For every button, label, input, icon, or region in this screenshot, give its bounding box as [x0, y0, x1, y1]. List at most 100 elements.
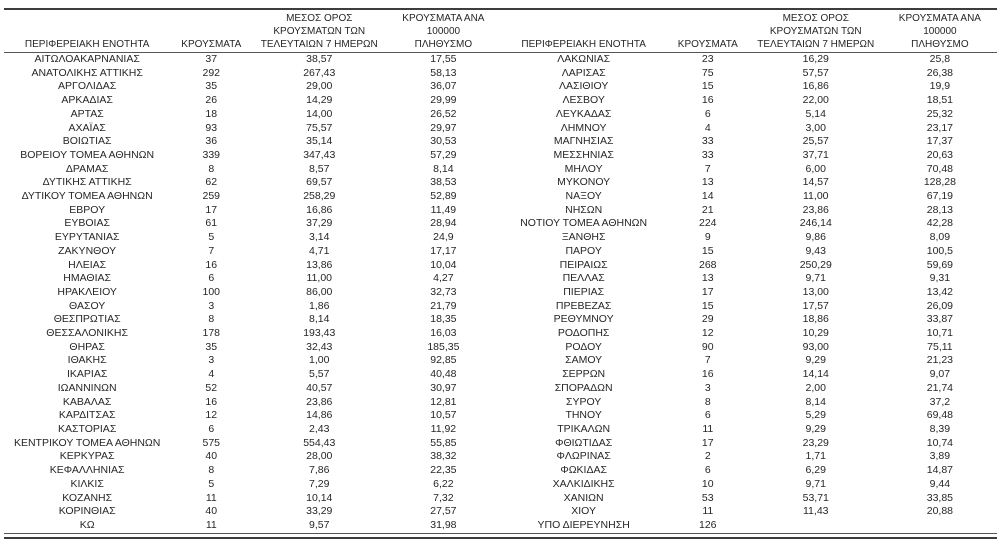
per100k-cell: 185,35 — [427, 340, 460, 353]
avg7-cell: 5,29 — [805, 409, 826, 422]
region-cell: ΧΑΛΚΙΔΙΚΗΣ — [552, 477, 615, 490]
region-cell: ΑΡΚΑΔΙΑΣ — [61, 94, 113, 107]
region-cell: ΜΥΚΟΝΟΥ — [557, 176, 611, 189]
per100k-cell: 25,32 — [926, 107, 954, 120]
cases-cell: 12 — [205, 409, 218, 422]
per100k-cell: 29,97 — [430, 121, 457, 134]
per100k-cell: 14,87 — [926, 464, 954, 477]
cases-cell: 5 — [208, 231, 215, 244]
avg7-cell: 246,14 — [799, 217, 832, 230]
cases-cell: 8 — [208, 464, 215, 477]
avg7-cell: 8,14 — [309, 313, 330, 326]
table-row: ΜΑΓΝΗΣΙΑΣ 33 25,57 17,37 — [501, 135, 998, 149]
cases-cell: 29 — [701, 313, 714, 326]
avg7-cell: 7,29 — [309, 477, 330, 490]
per100k-cell: 9,44 — [929, 477, 951, 490]
region-cell: ΠΕΛΛΑΣ — [562, 272, 605, 285]
avg7-cell: 2,43 — [309, 422, 330, 435]
table-row: ΧΑΛΚΙΔΙΚΗΣ 10 9,71 9,44 — [501, 478, 998, 492]
per100k-cell — [883, 519, 997, 533]
table-row: ΚΑΡΔΙΤΣΑΣ 12 14,86 10,57 — [4, 409, 501, 423]
per100k-cell: 6,22 — [433, 477, 454, 490]
table-header-right: ΠΕΡΙΦΕΡΕΙΑΚΗ ΕΝΟΤΗΤΑ ΚΡΟΥΣΜΑΤΑ ΜΕΣΟΣ ΟΡΟ… — [500, 10, 997, 53]
avg7-cell: 1,86 — [309, 299, 330, 312]
table-row: ΚΑΒΑΛΑΣ 16 23,86 12,81 — [4, 396, 501, 410]
per100k-cell: 92,85 — [430, 354, 457, 367]
table-row: ΗΡΑΚΛΕΙΟΥ 100 86,00 32,73 — [4, 286, 501, 300]
per100k-cell: 33,87 — [926, 313, 954, 326]
avg7-cell: 22,00 — [802, 94, 829, 107]
cases-cell: 3 — [208, 299, 215, 312]
table-row: ΕΥΡΥΤΑΝΙΑΣ 5 3,14 24,9 — [4, 231, 501, 245]
cases-cell: 15 — [701, 244, 714, 257]
per100k-cell: 26,52 — [430, 107, 457, 120]
cases-cell: 11 — [702, 422, 714, 435]
avg7-cell: 6,00 — [805, 162, 826, 175]
region-cell: ΠΡΕΒΕΖΑΣ — [555, 299, 612, 312]
region-cell: ΚΑΡΔΙΤΣΑΣ — [58, 409, 116, 422]
header-avg7: ΜΕΣΟΣ ΟΡΟΣ ΚΡΟΥΣΜΑΤΩΝ ΤΩΝ ΤΕΛΕΥΤΑΙΩΝ 7 Η… — [252, 10, 387, 53]
per100k-cell: 7,32 — [433, 491, 454, 504]
region-cell: ΤΡΙΚΑΛΩΝ — [557, 422, 611, 435]
avg7-cell: 3,00 — [805, 121, 826, 134]
avg7-cell: 14,57 — [802, 176, 829, 189]
per100k-cell: 8,39 — [929, 422, 951, 435]
cases-cell: 6 — [704, 464, 711, 477]
region-cell: ΜΑΓΝΗΣΙΑΣ — [553, 135, 614, 148]
table-row: ΡΕΘΥΜΝΟΥ 29 18,86 33,87 — [501, 313, 998, 327]
avg7-cell: 8,57 — [309, 162, 330, 175]
per100k-cell: 9,07 — [929, 368, 951, 381]
table-row: ΘΑΣΟΥ 3 1,86 21,79 — [4, 300, 501, 314]
per100k-cell: 42,28 — [926, 217, 954, 230]
avg7-cell: 7,86 — [309, 464, 330, 477]
per100k-cell: 20,63 — [926, 148, 954, 161]
cases-cell: 100 — [202, 285, 221, 298]
region-cell: ΚΟΖΑΝΗΣ — [62, 491, 113, 504]
region-cell: ΒΟΡΕΙΟΥ ΤΟΜΕΑ ΑΘΗΝΩΝ — [20, 148, 155, 161]
region-cell: ΠΑΡΟΥ — [565, 244, 602, 257]
per100k-cell: 29,99 — [430, 94, 457, 107]
avg7-cell: 9,29 — [805, 422, 826, 435]
cases-cell: 33 — [701, 148, 714, 161]
per100k-cell: 17,17 — [430, 244, 457, 257]
table-row: ΚΑΣΤΟΡΙΑΣ 6 2,43 11,92 — [4, 423, 501, 437]
per100k-cell: 67,19 — [926, 190, 954, 203]
region-cell: ΚΑΣΤΟΡΙΑΣ — [58, 422, 117, 435]
per100k-cell: 21,23 — [926, 354, 954, 367]
region-cell: ΛΑΡΙΣΑΣ — [561, 66, 606, 79]
table-row: ΧΑΝΙΩΝ 53 53,71 33,85 — [501, 492, 998, 506]
avg7-cell: 25,57 — [802, 135, 829, 148]
avg7-cell: 9,71 — [805, 477, 826, 490]
region-cell: ΚΕΡΚΥΡΑΣ — [59, 450, 115, 463]
region-table-right: ΠΕΡΙΦΕΡΕΙΑΚΗ ΕΝΟΤΗΤΑ ΚΡΟΥΣΜΑΤΑ ΜΕΣΟΣ ΟΡΟ… — [500, 10, 998, 534]
region-cell: ΗΜΑΘΙΑΣ — [63, 272, 111, 285]
cases-cell: 126 — [699, 518, 717, 531]
region-cell: ΚΕΝΤΡΙΚΟΥ ΤΟΜΕΑ ΑΘΗΝΩΝ — [13, 436, 161, 449]
per100k-cell: 55,85 — [430, 436, 457, 449]
region-cell: ΥΠΟ ΔΙΕΡΕΥΝΗΣΗ — [537, 518, 630, 531]
header-cases: ΚΡΟΥΣΜΑΤΑ — [666, 10, 749, 53]
per100k-cell: 10,74 — [926, 436, 954, 449]
avg7-cell: 14,29 — [306, 94, 333, 107]
cases-cell: 4 — [704, 121, 711, 134]
avg7-cell: 33,29 — [306, 505, 333, 518]
table-row: ΜΕΣΣΗΝΙΑΣ 33 37,71 20,63 — [501, 149, 998, 163]
cases-cell: 16 — [701, 94, 714, 107]
per100k-cell: 3,89 — [929, 450, 951, 463]
table-row: ΛΑΚΩΝΙΑΣ 23 16,29 25,8 — [501, 53, 998, 67]
table-row: ΥΠΟ ΔΙΕΡΕΥΝΗΣΗ 126 — [501, 519, 998, 533]
per100k-cell: 30,53 — [430, 135, 457, 148]
cases-cell: 7 — [704, 354, 711, 367]
cases-cell: 53 — [701, 491, 714, 504]
avg7-cell: 14,86 — [306, 409, 333, 422]
table-row: ΜΗΛΟΥ 7 6,00 70,48 — [501, 163, 998, 177]
cases-cell: 6 — [208, 272, 215, 285]
cases-cell: 16 — [205, 258, 218, 271]
table-row: ΣΑΜΟΥ 7 9,29 21,23 — [501, 354, 998, 368]
per100k-cell: 38,53 — [430, 176, 457, 189]
cases-cell: 3 — [704, 381, 711, 394]
per100k-cell: 28,94 — [430, 217, 457, 230]
table-row: ΝΗΣΩΝ 21 23,86 28,13 — [501, 204, 998, 218]
per100k-cell: 10,04 — [430, 258, 457, 271]
per100k-cell: 16,03 — [430, 327, 457, 340]
